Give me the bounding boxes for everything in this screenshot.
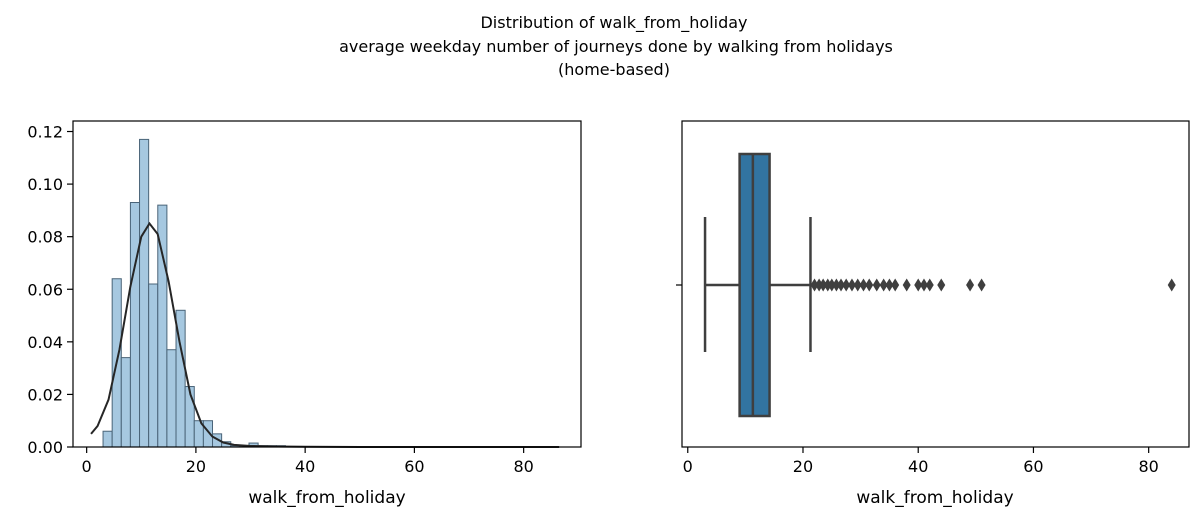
outlier-marker [832,278,841,292]
outlier-marker [847,278,856,292]
x-tick-label: 0 [683,457,693,476]
y-tick-label: 0.08 [27,228,63,247]
outlier-marker [977,278,986,292]
y-tick-label: 0.04 [27,333,63,352]
y-tick-label: 0.12 [27,123,63,142]
outlier-marker [902,278,911,292]
outlier-marker [872,278,881,292]
histogram-panel: 0 20 40 60 80 0.00 0.02 0.04 0.06 0.08 0.10 0.12 w… [27,120,582,508]
histogram-bar [129,202,141,448]
histogram-x-ticks: 0 20 40 60 80 [82,447,534,476]
boxplot-x-ticks: 0 20 40 60 80 [683,447,1159,476]
histogram-bars [102,138,286,448]
x-tick-label: 80 [1138,457,1158,476]
histogram-bar [166,349,177,448]
histogram-x-axis-label: walk_from_holiday [248,488,405,508]
outlier-marker [815,278,824,292]
boxplot-x-axis-label: walk_from_holiday [856,488,1013,508]
outlier-marker [842,278,851,292]
title-line-3: (home-based) [558,60,670,79]
x-tick-label: 40 [295,457,315,476]
outlier-marker [966,278,975,292]
outlier-marker [853,278,862,292]
outlier-marker [837,278,846,292]
histogram-bar [139,138,150,448]
x-tick-label: 0 [82,457,92,476]
figure-title: Distribution of walk_from_holiday averag… [339,13,893,79]
y-tick-label: 0.02 [27,385,63,404]
y-tick-label: 0.10 [27,175,63,194]
histogram-bar [184,386,195,448]
y-tick-label: 0.06 [27,280,63,299]
histogram-bar [120,357,131,448]
histogram-axes-frame [72,120,582,448]
outlier-marker [1167,278,1176,292]
outlier-marker [919,278,928,292]
title-line-1: Distribution of walk_from_holiday [480,13,747,33]
x-tick-label: 40 [908,457,928,476]
interquartile-box [738,152,771,418]
boxplot-axes-frame [681,120,1190,448]
outlier-marker [885,278,894,292]
x-tick-label: 20 [793,457,813,476]
y-tick-label: 0.00 [27,438,63,457]
histogram-bar [102,430,113,448]
outlier-marker [891,278,900,292]
histogram-bar [148,283,159,448]
x-tick-label: 60 [1023,457,1043,476]
x-tick-label: 20 [186,457,206,476]
outlier-marker [925,278,934,292]
x-tick-label: 60 [404,457,424,476]
outlier-marker [827,278,836,292]
histogram-y-ticks: 0.00 0.02 0.04 0.06 0.08 0.10 0.12 [27,123,73,457]
outlier-marker [810,278,819,292]
title-line-2: average weekday number of journeys done … [339,37,893,56]
outlier-marker [879,278,888,292]
outlier-marker [937,278,946,292]
boxplot-marks [703,152,1176,418]
x-tick-label: 80 [513,457,533,476]
outlier-marker [823,278,832,292]
outlier-marker [914,278,923,292]
boxplot-panel: 0 20 40 60 80 walk_from_holiday [676,120,1190,508]
outlier-marker [865,278,874,292]
outlier-marker [859,278,868,292]
outlier-marker [819,278,828,292]
